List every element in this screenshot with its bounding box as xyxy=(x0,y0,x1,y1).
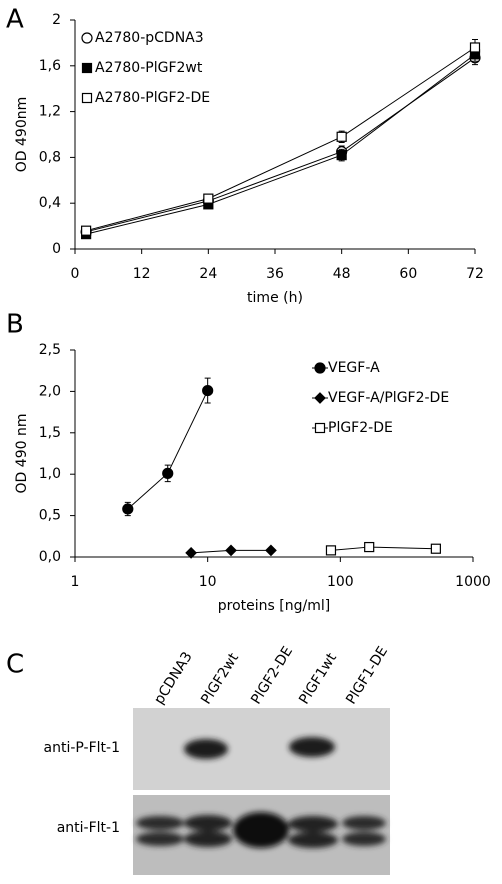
legend-label: VEGF-A xyxy=(328,360,380,376)
series-line xyxy=(127,390,209,510)
x-axis-label: time (h) xyxy=(247,290,303,306)
y-tick-label: 2,0 xyxy=(39,383,61,399)
series-line xyxy=(85,53,476,235)
band xyxy=(342,832,386,846)
marker xyxy=(314,392,326,404)
marker xyxy=(81,92,93,104)
y-tick-label: 0,8 xyxy=(39,149,61,165)
band xyxy=(184,831,232,847)
marker xyxy=(81,225,92,236)
legend-label: A2780-PlGF2-DE xyxy=(95,90,210,106)
series-line xyxy=(330,546,436,551)
marker xyxy=(336,150,347,161)
marker xyxy=(225,544,237,557)
legend-label: A2780-PlGF2wt xyxy=(95,60,203,76)
marker xyxy=(185,547,197,559)
x-tick-label: 0 xyxy=(71,266,80,282)
band xyxy=(288,832,338,848)
band xyxy=(136,832,184,846)
y-tick-label: 0,5 xyxy=(39,508,61,524)
marker xyxy=(81,62,93,74)
lane-label: PlGF2wt xyxy=(198,650,242,707)
band xyxy=(289,737,335,757)
x-tick-label: 36 xyxy=(266,266,284,282)
marker xyxy=(122,503,134,515)
marker xyxy=(202,384,214,397)
y-tick-label: 0,0 xyxy=(39,549,61,565)
bands xyxy=(136,737,386,848)
blot-membrane xyxy=(133,708,390,790)
marker xyxy=(265,544,277,557)
x-tick-label: 60 xyxy=(399,266,417,282)
marker xyxy=(325,545,337,556)
row-label: anti-Flt-1 xyxy=(57,820,120,836)
band xyxy=(184,815,232,831)
row-label: anti-P-Flt-1 xyxy=(44,740,120,756)
marker xyxy=(364,541,375,553)
legend-label: A2780-pCDNA3 xyxy=(95,30,204,46)
y-tick-label: 1,2 xyxy=(39,104,61,120)
panel-label: A xyxy=(6,5,24,35)
x-tick-label: 10 xyxy=(199,574,217,590)
y-axis-label: OD 490nm xyxy=(14,97,30,172)
western-blot: C pCDNA3 PlGF2wt PlGF2-DE PlGF1wt PlGF1-DE an… xyxy=(6,644,391,875)
x-axis-label: proteins [ng/ml] xyxy=(218,598,330,614)
marker xyxy=(469,42,481,53)
lane-label: PlGF2-DE xyxy=(248,644,296,707)
lane-label: pCDNA3 xyxy=(151,649,196,707)
y-tick-label: 0 xyxy=(52,241,61,257)
lane-label: PlGF1wt xyxy=(296,650,340,707)
lane-label: PlGF1-DE xyxy=(343,644,391,707)
marker xyxy=(203,193,214,204)
legend-label: PlGF2-DE xyxy=(328,420,393,436)
x-tick-label: 72 xyxy=(466,266,484,282)
marker xyxy=(314,362,326,374)
x-tick-label: 1000 xyxy=(455,574,491,590)
band xyxy=(233,812,289,848)
y-tick-label: 0,4 xyxy=(39,195,61,211)
series-line xyxy=(85,57,476,233)
band xyxy=(184,739,228,759)
band xyxy=(342,816,386,830)
panel-label: B xyxy=(6,310,24,340)
x-tick-label: 48 xyxy=(333,266,351,282)
marker xyxy=(162,467,174,479)
x-tick-label: 12 xyxy=(133,266,151,282)
y-tick-label: 2 xyxy=(52,12,61,28)
x-tick-label: 100 xyxy=(327,574,354,590)
panel-label: C xyxy=(6,650,24,680)
x-tick-label: 1 xyxy=(71,574,80,590)
y-axis-label: OD 490 nm xyxy=(14,414,30,494)
marker xyxy=(314,422,326,434)
band xyxy=(288,816,338,832)
marker xyxy=(336,131,347,142)
x-tick-label: 24 xyxy=(199,266,217,282)
marker xyxy=(430,543,441,554)
y-tick-label: 1,5 xyxy=(39,425,61,441)
band xyxy=(136,816,184,830)
y-tick-label: 1,0 xyxy=(39,466,61,482)
legend-label: VEGF-A/PlGF2-DE xyxy=(328,390,449,406)
y-tick-label: 1,6 xyxy=(39,58,61,74)
marker xyxy=(81,32,93,44)
series-line xyxy=(85,47,476,232)
y-tick-label: 2,5 xyxy=(39,342,61,358)
